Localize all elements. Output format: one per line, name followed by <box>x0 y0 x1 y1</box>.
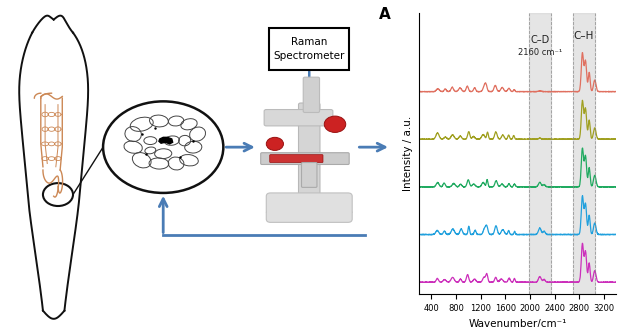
FancyBboxPatch shape <box>264 110 333 126</box>
Text: 2160 cm⁻¹: 2160 cm⁻¹ <box>518 48 562 58</box>
Text: Raman
Spectrometer: Raman Spectrometer <box>273 38 345 60</box>
Text: C–D: C–D <box>530 36 549 45</box>
Polygon shape <box>159 137 172 144</box>
Circle shape <box>266 137 283 150</box>
FancyBboxPatch shape <box>298 103 320 198</box>
Y-axis label: Intensity / a.u.: Intensity / a.u. <box>403 116 413 191</box>
Circle shape <box>103 101 223 193</box>
FancyBboxPatch shape <box>270 155 323 163</box>
Polygon shape <box>266 196 352 213</box>
FancyBboxPatch shape <box>266 193 352 222</box>
FancyBboxPatch shape <box>261 153 349 164</box>
Bar <box>529 13 551 294</box>
FancyBboxPatch shape <box>302 163 317 187</box>
Circle shape <box>324 116 345 132</box>
Text: C–H: C–H <box>574 31 594 41</box>
FancyBboxPatch shape <box>269 28 349 70</box>
Bar <box>573 13 595 294</box>
Text: A: A <box>379 8 391 23</box>
FancyBboxPatch shape <box>303 77 320 112</box>
X-axis label: Wavenumber/cm⁻¹: Wavenumber/cm⁻¹ <box>468 318 567 327</box>
